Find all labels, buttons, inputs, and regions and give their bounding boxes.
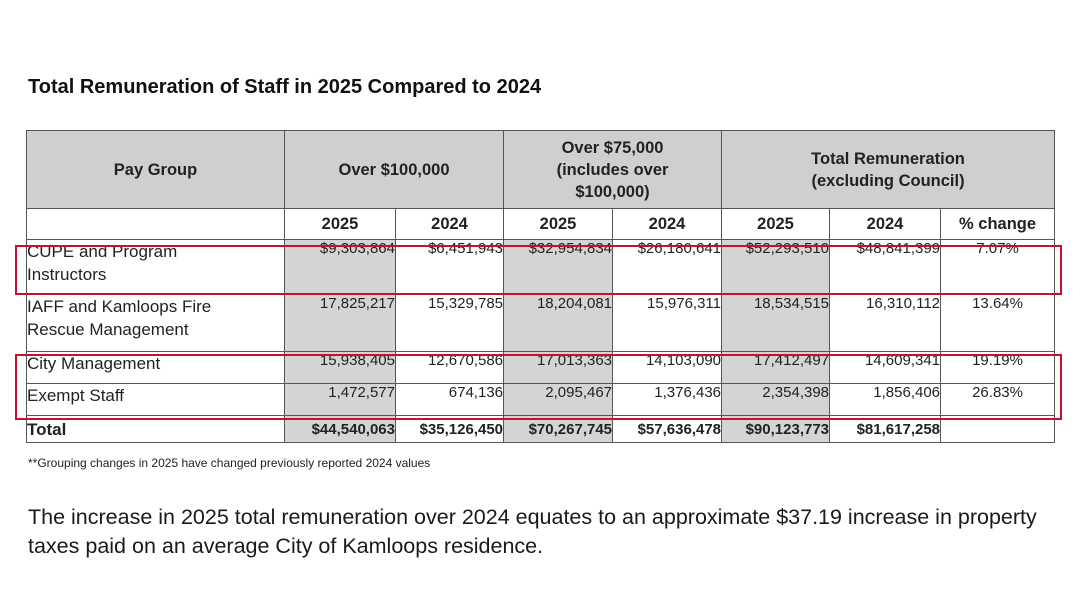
value-cell: 16,310,112 [829,294,942,352]
year-over-75k-2024: 2024 [612,208,723,240]
header-over-75k-line-1: Over $75,000 [561,138,664,157]
total-value-cell: $90,123,773 [721,415,831,443]
total-value-cell: $44,540,063 [284,415,396,443]
value-cell: 15,329,785 [394,294,505,352]
total-value-cell: $81,617,258 [829,415,942,443]
table-row-total: Total $44,540,063 $35,126,450 $70,267,74… [26,415,1056,443]
value-cell: 15,938,405 [284,351,396,384]
total-label: Total [26,415,285,443]
pct-change-cell: 19.19% [940,351,1056,384]
remuneration-table: Pay Group Over $100,000 Over $75,000 (in… [26,130,1056,443]
value-cell: $52,293,510 [721,239,831,295]
value-cell: 2,095,467 [503,383,614,416]
value-cell: 1,856,406 [829,383,942,416]
year-total-2025: 2025 [721,208,831,240]
pay-group-line-1: IAFF and Kamloops Fire [27,297,212,316]
value-cell: 1,376,436 [612,383,723,416]
pct-change-cell: 7.07% [940,239,1056,295]
value-cell: 17,825,217 [284,294,396,352]
pay-group-cell: Exempt Staff [26,383,285,416]
table-row-city-management: City Management 15,938,405 12,670,586 17… [26,351,1056,384]
document-title: Total Remuneration of Staff in 2025 Comp… [28,76,542,98]
table-row-cupe: CUPE and Program Instructors $9,303,864 … [26,239,1056,295]
value-cell: $6,451,943 [394,239,505,295]
value-cell: $48,841,399 [829,239,942,295]
table-row-iaff: IAFF and Kamloops Fire Rescue Management… [26,294,1056,352]
year-over-100k-2024: 2024 [394,208,505,240]
year-over-100k-2025: 2025 [284,208,396,240]
year-row: 2025 2024 2025 2024 2025 2024 % change [26,208,1056,240]
total-value-cell: $70,267,745 [503,415,614,443]
footnote: **Grouping changes in 2025 have changed … [28,456,431,470]
header-pay-group: Pay Group [26,130,285,209]
total-value-cell: $57,636,478 [612,415,723,443]
header-row: Pay Group Over $100,000 Over $75,000 (in… [26,130,1056,209]
value-cell: 14,103,090 [612,351,723,384]
pay-group-cell: CUPE and Program Instructors [26,239,285,295]
summary-paragraph: The increase in 2025 total remuneration … [28,505,1037,558]
year-over-75k-2025: 2025 [503,208,614,240]
value-cell: $32,954,834 [503,239,614,295]
total-value-cell: $35,126,450 [394,415,505,443]
year-total-2024: 2024 [829,208,942,240]
year-row-blank [26,208,285,240]
header-total-remuneration: Total Remuneration (excluding Council) [721,130,1056,209]
value-cell: 1,472,577 [284,383,396,416]
pay-group-line-1: CUPE and Program [27,242,178,261]
value-cell: 674,136 [394,383,505,416]
year-pct-change: % change [940,208,1056,240]
value-cell: 14,609,341 [829,351,942,384]
value-cell: $9,303,864 [284,239,396,295]
total-pct-cell [940,415,1056,443]
value-cell: 17,013,363 [503,351,614,384]
header-over-75k-line-3: $100,000) [575,182,650,201]
header-total-line-1: Total Remuneration [811,149,965,168]
pct-change-cell: 26.83% [940,383,1056,416]
header-over-75k: Over $75,000 (includes over $100,000) [503,130,723,209]
value-cell: 18,204,081 [503,294,614,352]
value-cell: 12,670,586 [394,351,505,384]
header-over-100k: Over $100,000 [283,130,505,209]
value-cell: 18,534,515 [721,294,831,352]
table-row-exempt-staff: Exempt Staff 1,472,577 674,136 2,095,467… [26,383,1056,416]
pay-group-line-2: Rescue Management [27,320,189,339]
pay-group-cell: City Management [26,351,285,384]
header-total-line-2: (excluding Council) [811,171,965,190]
pay-group-cell: IAFF and Kamloops Fire Rescue Management [26,294,285,352]
pay-group-line-2: Instructors [27,265,107,284]
value-cell: 17,412,497 [721,351,831,384]
value-cell: 2,354,398 [721,383,831,416]
header-over-75k-line-2: (includes over [556,160,669,179]
value-cell: $26,180,641 [612,239,723,295]
pct-change-cell: 13.64% [940,294,1056,352]
value-cell: 15,976,311 [612,294,723,352]
